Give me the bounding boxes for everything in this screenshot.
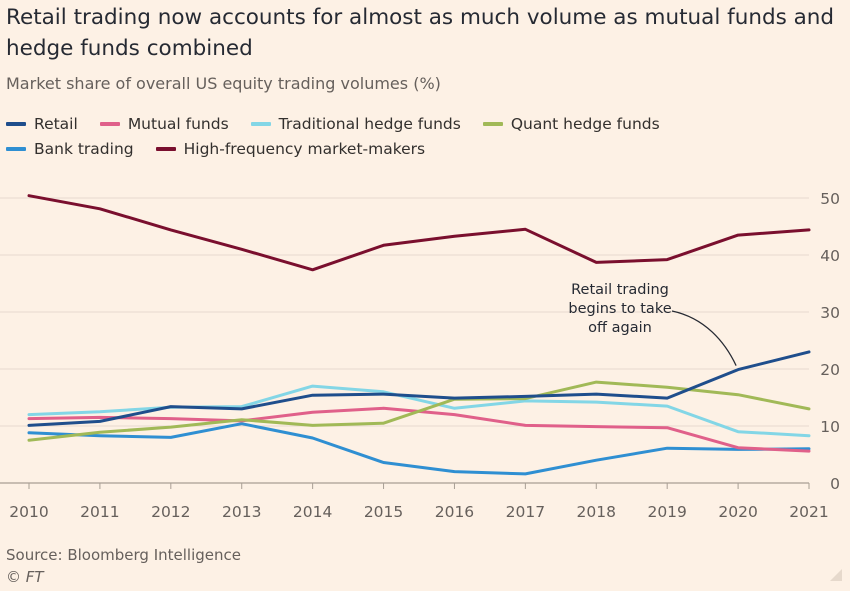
legend-item: Mutual funds xyxy=(99,114,229,133)
x-tick-label: 2016 xyxy=(435,503,474,521)
annotation-leader-line xyxy=(671,310,737,366)
legend-row: Retail Mutual funds Traditional hedge fund… xyxy=(6,111,836,136)
y-tick-label: 20 xyxy=(820,361,840,379)
x-tick-label: 2019 xyxy=(647,503,686,521)
source-note: Source: Bloomberg Intelligence xyxy=(6,546,241,564)
x-tick-label: 2012 xyxy=(151,503,190,521)
legend-swatch xyxy=(482,121,503,126)
x-tick-label: 2017 xyxy=(506,503,545,521)
legend-item: Bank trading xyxy=(6,140,134,158)
legend-swatch xyxy=(250,121,271,126)
legend: Retail Mutual funds Traditional hedge fund… xyxy=(6,111,836,161)
legend-item: High-frequency market-makers xyxy=(155,139,426,158)
x-tick-label: 2013 xyxy=(222,503,261,521)
legend-item: Quant hedge funds xyxy=(482,114,660,133)
legend-item: Retail xyxy=(6,115,78,133)
chart-subtitle: Market share of overall US equity tradin… xyxy=(6,74,441,93)
line-chart: 0 10 20 30 40 50 2010 2011 2012 2013 2014 2015 2016 2… xyxy=(0,190,840,521)
resize-icon xyxy=(830,569,842,581)
legend-label: Retail xyxy=(34,114,78,133)
legend-label: Traditional hedge funds xyxy=(278,114,461,133)
series-line-retail xyxy=(27,350,811,427)
legend-item: Traditional hedge funds xyxy=(250,114,461,133)
legend-swatch xyxy=(6,121,26,126)
legend-label: Mutual funds xyxy=(127,114,229,133)
y-tick-label: 40 xyxy=(820,247,840,265)
x-tick-label: 2015 xyxy=(364,503,403,521)
x-tick-label: 2010 xyxy=(9,503,48,521)
legend-label: Bank trading xyxy=(34,139,134,158)
x-tick-label: 2018 xyxy=(577,503,616,521)
legend-swatch xyxy=(155,146,176,151)
x-tick-label: 2011 xyxy=(80,503,119,521)
series-line-high-frequency-market-makers xyxy=(27,194,811,272)
x-tick-label: 2020 xyxy=(718,503,757,521)
legend-swatch xyxy=(99,121,120,126)
legend-swatch xyxy=(6,146,26,151)
legend-label: High-frequency market-makers xyxy=(183,139,426,158)
legend-label: Quant hedge funds xyxy=(510,114,660,133)
legend-row: Bank trading High-frequency market-makers xyxy=(6,136,836,161)
x-tick-label: 2014 xyxy=(293,503,332,521)
x-tick-label: 2021 xyxy=(789,503,828,521)
series-line-quant-hedge-funds xyxy=(27,380,811,442)
annotation-text: Retail trading xyxy=(571,282,669,298)
y-tick-label: 30 xyxy=(820,304,840,322)
chart-title: Retail trading now accounts for almost a… xyxy=(6,5,835,61)
annotation-text: begins to take xyxy=(568,301,671,317)
annotation-text: off again xyxy=(588,320,652,336)
y-tick-label: 0 xyxy=(830,475,840,493)
y-tick-label: 50 xyxy=(820,190,840,208)
y-tick-label: 10 xyxy=(820,418,840,436)
series-line-bank-trading xyxy=(27,422,811,476)
copyright-note: © FT xyxy=(6,568,44,586)
